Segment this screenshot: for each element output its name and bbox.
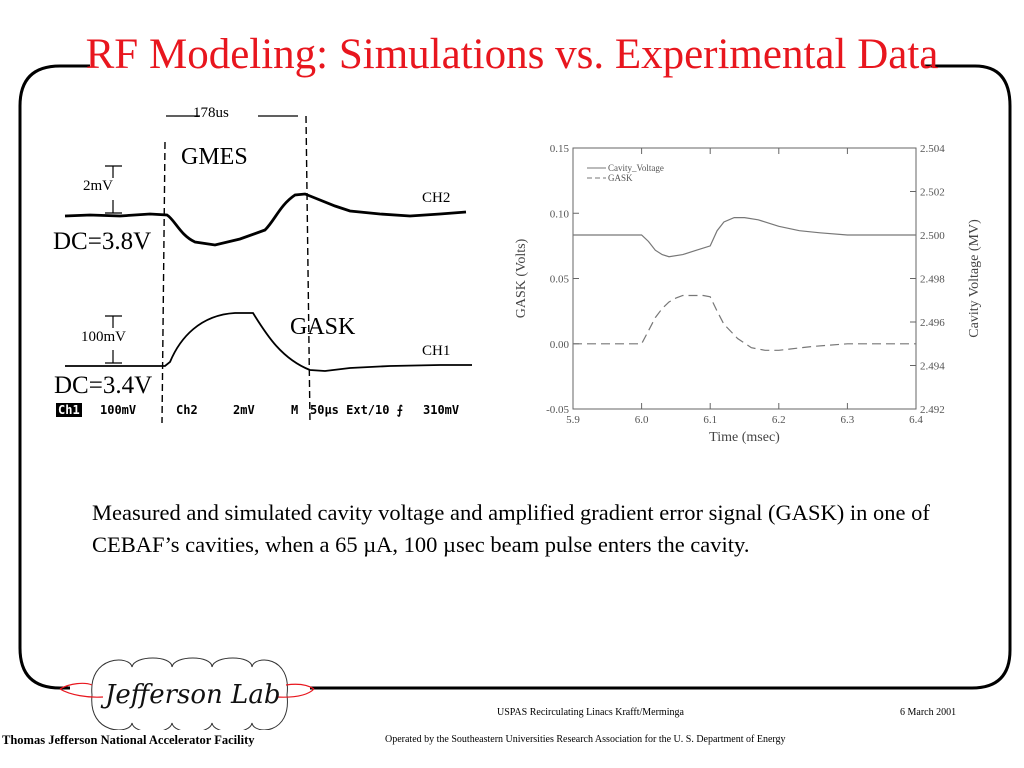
logo-text: Jefferson Lab (100, 680, 280, 710)
legend-label: Cavity_Voltage (608, 163, 664, 173)
y2-tick-label: 2.494 (920, 361, 945, 373)
y-tick-label: 0.10 (550, 208, 570, 220)
ch1-volts-div: 100mV (100, 403, 137, 417)
operated-by-label: Operated by the Southeastern Universitie… (385, 734, 786, 745)
y-tick-label: -0.05 (546, 404, 569, 416)
x-tick-label: 6.1 (703, 414, 717, 426)
ch2-label: CH2 (422, 190, 451, 206)
ch1-badge: Ch1 (56, 403, 82, 417)
y2-tick-label: 2.496 (920, 317, 945, 329)
y2-axis-label: Cavity Voltage (MV) (967, 219, 982, 338)
facility-name: Thomas Jefferson National Accelerator Fa… (2, 733, 255, 747)
oscilloscope-figure: 178us GMES GASK 2mV 100mV DC=3.8V DC=3.4… (50, 100, 475, 425)
legend-label: GASK (608, 173, 633, 183)
slide-title: RF Modeling: Simulations vs. Experimenta… (85, 31, 939, 78)
plot-frame (572, 147, 917, 410)
x-axis-label: Time (msec) (709, 430, 780, 445)
course-label: USPAS Recirculating Linacs Krafft/Mermin… (497, 707, 684, 718)
oscilloscope-traces (64, 115, 472, 424)
pulse-span-label: 178us (193, 105, 229, 121)
x-tick-label: 6.2 (772, 414, 786, 426)
y2-tick-label: 2.500 (920, 230, 945, 242)
x-tick-label: 5.9 (566, 414, 580, 426)
ch2-trace (64, 192, 467, 247)
y2-tick-label: 2.504 (920, 143, 945, 155)
jefferson-lab-logo: Jefferson Lab (59, 657, 315, 730)
series-gask (573, 294, 916, 351)
ch1-label: CH1 (422, 343, 451, 359)
y-tick-label: 0.15 (550, 143, 570, 155)
gmes-label: GMES (181, 144, 248, 170)
x-tick-label: 6.3 (841, 414, 855, 426)
trigger-status: 310mV (423, 403, 460, 417)
ch2-dc-label: DC=3.8V (53, 228, 152, 255)
y2-tick-label: 2.492 (920, 404, 945, 416)
y-tick-label: 0.05 (550, 274, 570, 286)
y2-tick-label: 2.502 (920, 187, 945, 199)
ch1-scale: 100mV (81, 329, 126, 345)
ch1-trace (65, 312, 472, 372)
ch2-scale: 2mV (83, 178, 113, 194)
y2-tick-label: 2.498 (920, 274, 945, 286)
simulation-chart: 5.9 6.0 6.1 6.2 6.3 6.4 -0.05 0.00 0.05 0.10 0.15 2… (514, 143, 982, 445)
ch1-dc-label: DC=3.4V (54, 372, 153, 399)
y-axis-label: GASK (Volts) (514, 238, 529, 318)
y-tick-label: 0.00 (550, 339, 570, 351)
x-tick-label: 6.0 (635, 414, 649, 426)
ch2-volts-div: 2mV (233, 403, 255, 417)
date-label: 6 March 2001 (900, 707, 957, 718)
ch2-status: Ch2 (176, 403, 198, 417)
gask-label: GASK (290, 314, 356, 340)
x-tick-label: 6.4 (909, 414, 923, 426)
figure-caption: Measured and simulated cavity voltage an… (92, 500, 930, 557)
timebase-status: 50µs Ext/10 ⨍ (310, 403, 403, 417)
m-status: M (291, 403, 299, 417)
series-cavity-voltage (573, 217, 916, 258)
